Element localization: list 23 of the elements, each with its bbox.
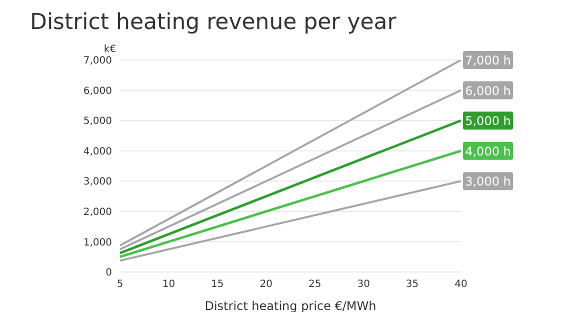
series-label: 6,000 h xyxy=(465,84,511,98)
chart-title: District heating revenue per year xyxy=(30,10,396,35)
y-tick-label: 1,000 xyxy=(83,237,112,248)
x-tick-label: 25 xyxy=(308,279,322,290)
x-tick-label: 20 xyxy=(260,279,273,290)
y-tick-label: 7,000 xyxy=(83,56,112,67)
x-tick-label: 40 xyxy=(454,279,468,290)
x-tick-label: 35 xyxy=(406,279,419,290)
x-tick-label: 15 xyxy=(211,279,224,290)
y-tick-label: 5,000 xyxy=(83,116,112,128)
x-tick-label: 10 xyxy=(162,279,176,290)
y-tick-label: 4,000 xyxy=(83,146,112,158)
y-tick-label: 6,000 xyxy=(83,86,112,97)
y-tick-label: 3,000 xyxy=(83,176,112,188)
series-label: 7,000 h xyxy=(465,54,511,68)
x-tick-label: 30 xyxy=(357,279,370,290)
x-tick-label: 5 xyxy=(116,279,124,290)
y-tick-label: 2,000 xyxy=(83,206,112,218)
series-label: 4,000 h xyxy=(465,144,511,158)
series-label: 5,000 h xyxy=(465,114,511,128)
y-tick-label: 0 xyxy=(106,268,112,279)
y-axis-title: k€ xyxy=(104,44,116,55)
series-label: 3,000 h xyxy=(465,174,511,189)
